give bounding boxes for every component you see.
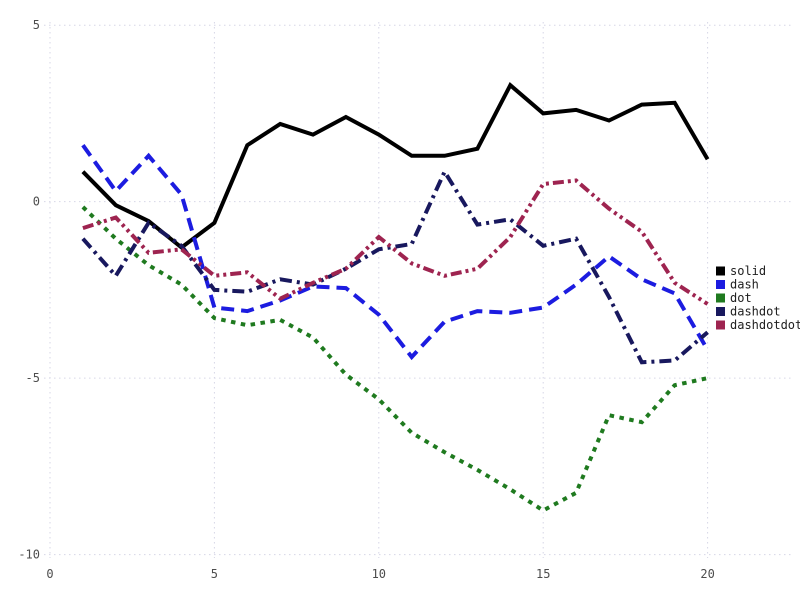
series-line-solid <box>81 82 710 251</box>
legend-swatch-dash <box>716 280 725 289</box>
legend-label-dot: dot <box>730 291 752 305</box>
legend-swatch-dashdotdot <box>716 320 725 330</box>
series-line-dashdotdot <box>82 178 709 306</box>
x-tick-label: 5 <box>211 567 218 581</box>
y-axis-tick-labels: 5 0 -5 -10 <box>18 18 40 561</box>
legend-label-solid: solid <box>730 264 766 278</box>
legend-swatch-solid <box>716 266 725 276</box>
series-line-dash <box>81 144 710 361</box>
legend-label-dash: dash <box>730 278 759 292</box>
x-tick-label: 20 <box>700 567 714 581</box>
x-tick-label: 0 <box>46 567 53 581</box>
legend-label-dashdot: dashdot <box>730 305 781 319</box>
y-tick-label: 0 <box>33 195 40 209</box>
series-lines <box>81 82 710 513</box>
y-tick-label: 5 <box>33 18 40 32</box>
x-tick-label: 15 <box>536 567 550 581</box>
legend-label-dashdotdot: dashdotdot <box>730 318 800 332</box>
y-tick-label: -10 <box>18 548 40 562</box>
legend-swatch-dot <box>716 293 725 303</box>
x-tick-label: 10 <box>372 567 386 581</box>
series-line-dot <box>81 205 709 513</box>
legend-swatch-dashdot <box>716 307 725 316</box>
y-tick-label: -5 <box>26 371 40 385</box>
x-axis-tick-labels: 0 5 10 15 20 <box>46 567 714 581</box>
